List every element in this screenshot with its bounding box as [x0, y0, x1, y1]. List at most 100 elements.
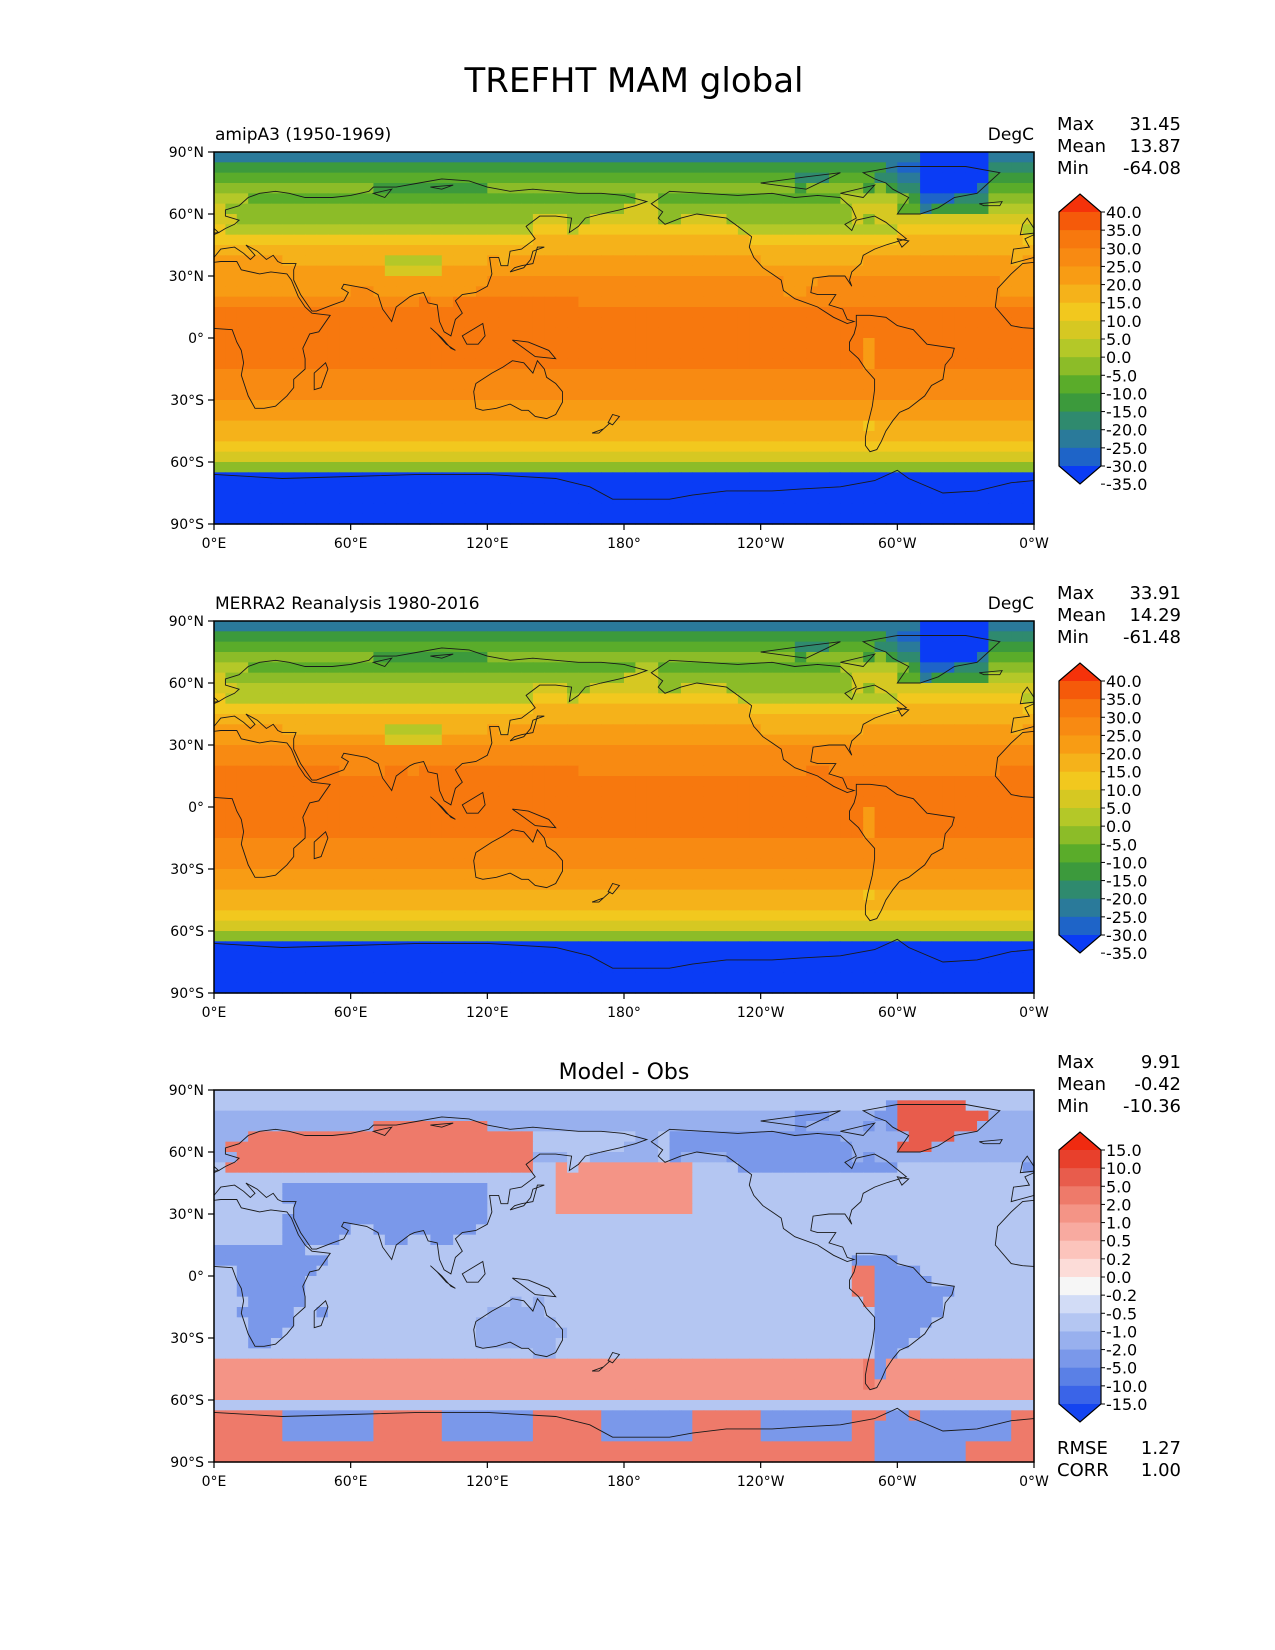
field-cell [248, 431, 261, 442]
field-cell [726, 482, 739, 494]
field-cell [840, 203, 853, 215]
field-cell [305, 358, 318, 370]
field-cell [658, 724, 671, 736]
field-cell [327, 879, 340, 891]
field-cell [965, 410, 978, 422]
field-cell [794, 389, 807, 401]
field-cell [669, 745, 682, 756]
field-cell [988, 817, 1001, 829]
field-cell [578, 693, 591, 705]
field-cell [362, 879, 375, 891]
field-cell [396, 441, 409, 453]
field-cell [362, 183, 375, 194]
field-cell [248, 755, 261, 767]
field-cell [407, 776, 420, 787]
field-cell [1011, 765, 1024, 777]
field-cell [236, 683, 249, 694]
field-cell [259, 348, 272, 360]
field-cell [1022, 482, 1035, 494]
field-cell [772, 652, 785, 663]
field-cell [829, 776, 841, 787]
field-cell [840, 307, 853, 318]
field-cell [316, 286, 329, 298]
field-cell [214, 410, 226, 422]
field-cell [726, 327, 739, 339]
field-cell [544, 482, 557, 494]
field-cell [555, 369, 568, 380]
field-cell [965, 441, 978, 453]
field-cell [897, 869, 910, 880]
panel-left-title: amipA3 (1950-1969) [215, 125, 391, 145]
field-cell [441, 776, 454, 787]
field-cell [362, 193, 375, 205]
field-cell [658, 807, 671, 818]
field-cell [635, 714, 648, 725]
field-cell [942, 838, 955, 849]
field-cell [772, 931, 785, 942]
field-cell [327, 358, 340, 370]
field-cell [680, 296, 693, 308]
field-cell [874, 451, 887, 463]
field-cell [601, 920, 614, 932]
field-cell [772, 172, 785, 184]
field-cell [430, 755, 443, 767]
field-cell [817, 920, 830, 932]
field-cell [339, 714, 352, 725]
field-cell [783, 848, 796, 860]
field-cell [407, 724, 420, 736]
field-cell [373, 724, 386, 736]
field-cell [760, 327, 773, 339]
field-cell [248, 503, 261, 515]
field-cell [225, 920, 238, 932]
field-cell [715, 245, 728, 256]
field-cell [441, 276, 454, 287]
field-cell [920, 451, 933, 463]
field-cell [236, 296, 249, 308]
field-cell [737, 317, 750, 329]
field-cell [851, 786, 864, 798]
field-cell [589, 482, 602, 494]
field-cell [498, 920, 511, 932]
field-cell [236, 621, 249, 632]
field-cell [214, 683, 226, 694]
field-cell [578, 631, 591, 643]
field-cell [965, 193, 978, 205]
field-cell [885, 765, 898, 777]
field-cell [475, 910, 488, 922]
field-cell [920, 734, 933, 746]
field-cell [692, 172, 705, 184]
field-cell [817, 817, 830, 829]
field-cell [578, 338, 591, 349]
field-cell [863, 879, 876, 891]
field-cell [680, 317, 693, 329]
field-cell [384, 513, 397, 525]
field-cell [772, 848, 785, 860]
field-cell [259, 745, 272, 756]
field-cell [612, 307, 625, 318]
field-cell [339, 400, 352, 411]
field-cell [965, 462, 978, 473]
field-cell [863, 672, 876, 684]
field-cell [373, 431, 386, 442]
field-cell [316, 900, 329, 911]
field-cell [783, 745, 796, 756]
field-cell [908, 317, 921, 329]
field-cell [692, 245, 705, 256]
field-cell [327, 745, 340, 756]
field-cell [487, 693, 500, 705]
field-cell [510, 472, 523, 484]
colorbar-segment [1059, 230, 1101, 249]
coastline [214, 469, 1034, 524]
field-cell [954, 703, 967, 715]
field-cell [339, 503, 352, 515]
field-cell [760, 234, 773, 246]
field-cell [669, 796, 682, 808]
field-cell [920, 745, 933, 756]
field-cell [635, 358, 648, 370]
field-cell [498, 503, 511, 515]
field-cell [270, 641, 283, 653]
field-cell [305, 734, 318, 746]
field-cell [578, 714, 591, 725]
field-cell [897, 224, 910, 236]
field-cell [419, 838, 431, 849]
